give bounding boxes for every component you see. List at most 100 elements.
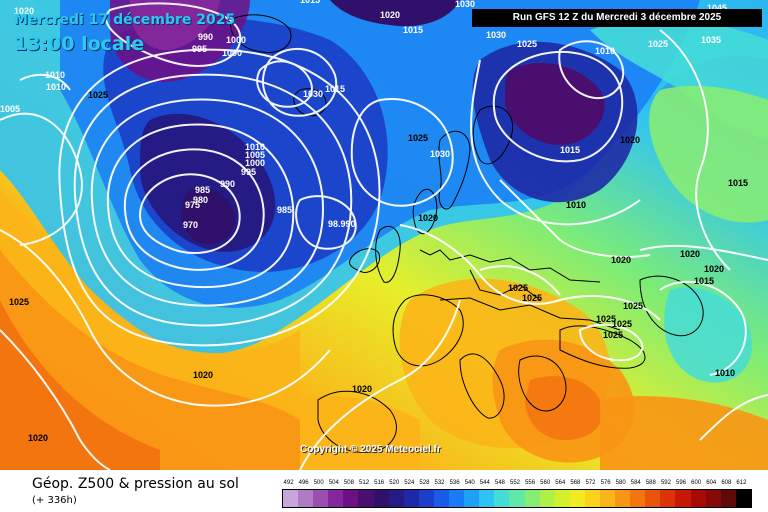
pressure-label: 1020 [704, 264, 724, 274]
color-scale-label: 592 [660, 480, 671, 486]
color-scale-label: 536 [449, 480, 460, 486]
color-scale-swatch [313, 490, 329, 507]
pressure-label: 1005 [0, 104, 20, 114]
pressure-label: 1020 [193, 370, 213, 380]
color-scale-label: 600 [691, 480, 702, 486]
pressure-label: 1030 [303, 89, 323, 99]
pressure-label: 980 [193, 195, 208, 205]
color-scale-swatch [328, 490, 344, 507]
color-scale-swatch [464, 490, 480, 507]
coastlines [229, 14, 704, 453]
color-scale-label: 492 [283, 480, 294, 486]
legend-footer: Géop. Z500 & pression au sol (+ 336h) 49… [0, 470, 768, 512]
pressure-label: 1025 [408, 133, 428, 143]
pressure-label: 1025 [522, 293, 542, 303]
pressure-label: 1005 [245, 150, 265, 160]
color-scale-label: 508 [343, 480, 354, 486]
color-scale-swatch [524, 490, 540, 507]
color-scale-label: 496 [298, 480, 309, 486]
color-scale-swatch [584, 490, 600, 507]
chart-title: Géop. Z500 & pression au sol [32, 476, 239, 492]
pressure-label: 1010 [245, 142, 265, 152]
pressure-label: 985 [277, 205, 292, 215]
pressure-label: 1025 [596, 314, 616, 324]
pressure-label: 1035 [701, 35, 721, 45]
pressure-label: 985 [195, 185, 210, 195]
pressure-label: 1000 [245, 158, 265, 168]
color-scale-label: 548 [494, 480, 505, 486]
pressure-label: 1025 [612, 319, 632, 329]
pressure-label: 1010 [595, 46, 615, 56]
pressure-label: 1025 [517, 39, 537, 49]
forecast-date: Mercredi 17 décembre 2025 [14, 12, 236, 28]
pressure-label: 1025 [603, 330, 623, 340]
color-scale-label: 500 [313, 480, 324, 486]
pressure-label: 1020 [28, 433, 48, 443]
pressure-label: 1020 [380, 10, 400, 20]
pressure-label: 975 [185, 200, 200, 210]
color-scale-label: 524 [404, 480, 415, 486]
pressure-label: 990 [220, 179, 235, 189]
pressure-label: 1025 [508, 283, 528, 293]
forecast-time: 13:00 locale [14, 33, 145, 55]
pressure-label: 995 [192, 44, 207, 54]
color-scale-swatch [343, 490, 359, 507]
color-scale-label: 528 [419, 480, 430, 486]
pressure-labels: 1020 1010 1005 1025 990 995 1000 1000 10… [0, 6, 749, 443]
pressure-label: 1020 [14, 6, 34, 16]
color-scale-label: 560 [540, 480, 551, 486]
color-scale-label: 576 [600, 480, 611, 486]
color-scale-swatch [630, 490, 646, 507]
color-scale-swatch [645, 490, 661, 507]
color-scale-swatch [615, 490, 631, 507]
pressure-label: 1020 [352, 384, 372, 394]
color-scale-swatch [479, 490, 495, 507]
color-scale-swatch [509, 490, 525, 507]
color-scale-bar [282, 489, 752, 508]
color-scale-label: 564 [555, 480, 566, 486]
color-scale-label: 568 [570, 480, 581, 486]
pressure-label: 1025 [623, 301, 643, 311]
color-scale-label: 544 [479, 480, 490, 486]
pressure-label: 1030 [430, 149, 450, 159]
pressure-label: 1015 [728, 178, 748, 188]
pressure-label: 970 [183, 220, 198, 230]
color-scale-swatch [660, 490, 676, 507]
color-scale-label: 520 [389, 480, 400, 486]
geopotential-fields [0, 0, 768, 470]
color-scale-label: 556 [525, 480, 536, 486]
pressure-label: 1020 [418, 213, 438, 223]
pressure-label: 1015 [403, 25, 423, 35]
color-scale-swatch [569, 490, 585, 507]
pressure-label: 1020 [680, 249, 700, 259]
color-scale-label: 504 [328, 480, 339, 486]
color-scale-swatch [418, 490, 434, 507]
pressure-label: 1000 [226, 35, 246, 45]
copyright-notice: Copyright © 2025 Meteociel.fr [300, 444, 441, 455]
color-scale-label: 596 [676, 480, 687, 486]
color-scale-swatch [539, 490, 555, 507]
weather-map: 1020 1010 1005 1025 990 995 1000 1000 10… [0, 0, 768, 470]
pressure-label: 1020 [611, 255, 631, 265]
color-scale-swatch [690, 490, 706, 507]
color-scale-swatch [373, 490, 389, 507]
color-scale-label: 540 [464, 480, 475, 486]
pressure-label: 1025 [88, 90, 108, 100]
color-scale-labels: 492 496 500 504 508 512 516 520 524 528 532 536 540 5… [282, 480, 750, 490]
color-scale-label: 580 [615, 480, 626, 486]
pressure-label: 990 [198, 32, 213, 42]
color-scale-label: 516 [374, 480, 385, 486]
pressure-label: 1015 [325, 84, 345, 94]
color-scale-label: 612 [736, 480, 747, 486]
pressure-label: 98.990 [328, 219, 356, 229]
isobars [0, 2, 768, 470]
color-scale-label: 512 [359, 480, 370, 486]
pressure-label: 1025 [648, 39, 668, 49]
pressure-label: 1010 [45, 70, 65, 80]
pressure-label: 1030 [486, 30, 506, 40]
color-scale-swatch [735, 490, 751, 507]
pressure-label: 1010 [715, 368, 735, 378]
color-scale-label: 588 [645, 480, 656, 486]
pressure-label: 1015 [694, 276, 714, 286]
pressure-label: 1010 [46, 82, 66, 92]
